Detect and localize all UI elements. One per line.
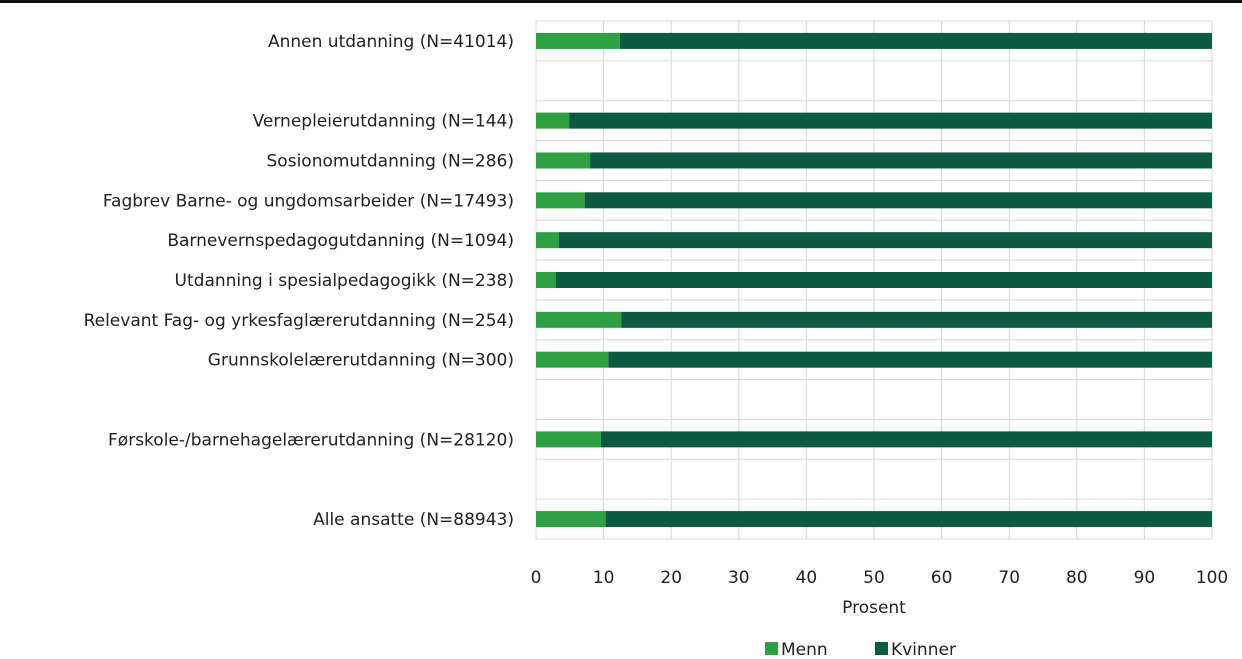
x-tick-label: 30	[728, 568, 750, 588]
x-tick-label: 90	[1134, 568, 1156, 588]
category-label: Annen utdanning (N=41014)	[268, 32, 514, 52]
legend-swatch-menn	[765, 642, 778, 655]
legend-label-menn: Menn	[781, 640, 828, 659]
category-label: Fagbrev Barne- og ungdomsarbeider (N=174…	[103, 191, 514, 211]
bar-kvinner	[584, 192, 1212, 209]
category-label: Barnevernspedagogutdanning (N=1094)	[167, 231, 514, 251]
bar-menn	[536, 112, 570, 129]
x-tick-label: 80	[1066, 568, 1088, 588]
legend-label-kvinner: Kvinner	[891, 640, 956, 659]
category-label: Relevant Fag- og yrkesfaglærerutdanning …	[84, 311, 514, 331]
category-label: Vernepleierutdanning (N=144)	[253, 112, 514, 132]
bar-kvinner	[569, 112, 1212, 129]
x-tick-label: 20	[660, 568, 682, 588]
x-tick-label: 10	[593, 568, 615, 588]
bar-kvinner	[558, 232, 1212, 249]
category-label: Førskole-/barnehagelærerutdanning (N=281…	[108, 430, 514, 450]
bar-menn	[536, 232, 559, 249]
bar-kvinner	[590, 152, 1212, 169]
bar-menn	[536, 431, 601, 448]
legend-swatch-kvinner	[875, 642, 888, 655]
bar-kvinner	[621, 311, 1212, 328]
x-tick-label: 0	[531, 568, 542, 588]
bar-kvinner	[600, 431, 1212, 448]
bar-menn	[536, 152, 591, 169]
x-tick-label: 70	[998, 568, 1020, 588]
bar-menn	[536, 272, 556, 288]
category-label: Grunnskolelærerutdanning (N=300)	[208, 351, 514, 371]
category-label: Utdanning i spesialpedagogikk (N=238)	[175, 271, 514, 291]
bar-menn	[536, 32, 620, 49]
category-label: Alle ansatte (N=88943)	[313, 510, 514, 530]
bar-kvinner	[555, 272, 1212, 288]
bar-kvinner	[605, 511, 1212, 528]
x-tick-label: 50	[863, 568, 885, 588]
bar-menn	[536, 511, 606, 528]
top-rule	[0, 0, 1242, 3]
bar-menn	[536, 351, 609, 368]
bar-menn	[536, 311, 622, 328]
x-tick-label: 60	[931, 568, 953, 588]
x-tick-label: 40	[796, 568, 818, 588]
bar-kvinner	[608, 351, 1212, 368]
bar-menn	[536, 192, 585, 209]
x-tick-label: 100	[1196, 568, 1228, 588]
bar-kvinner	[619, 32, 1212, 49]
category-label: Sosionomutdanning (N=286)	[267, 151, 514, 171]
x-axis-title: Prosent	[842, 598, 906, 618]
